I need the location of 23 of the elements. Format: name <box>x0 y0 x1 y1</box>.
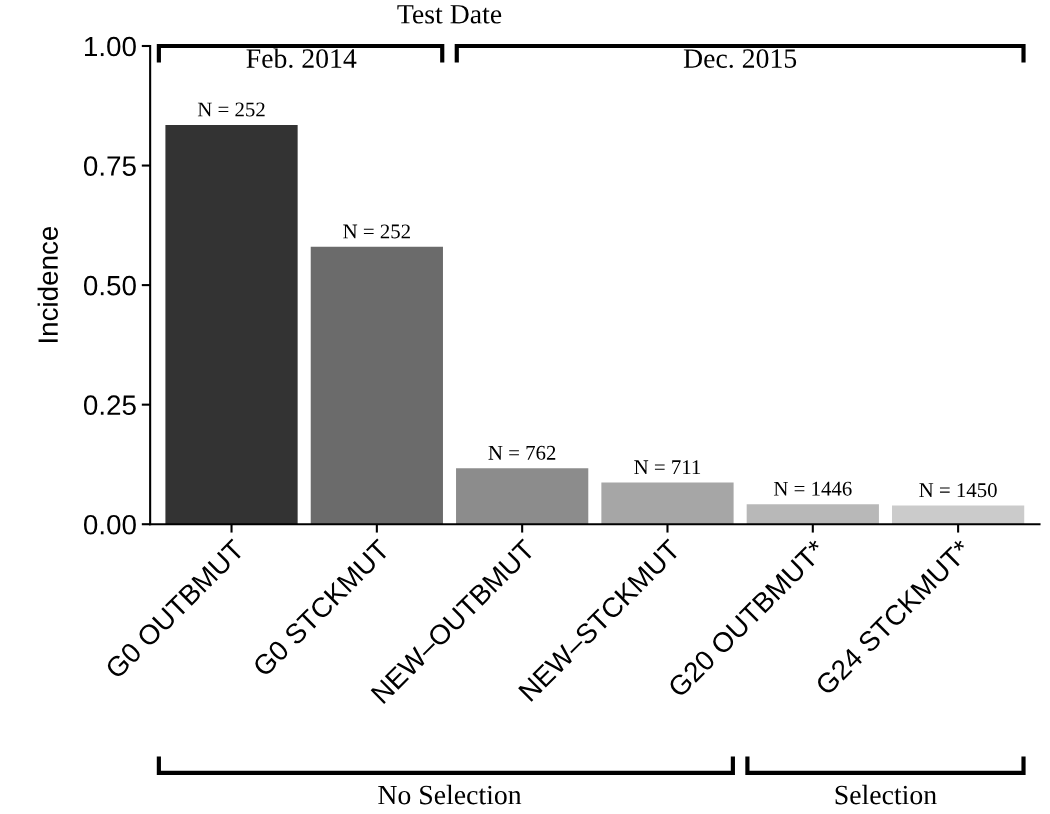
annotation: N = 1450 <box>919 483 997 498</box>
y-tick-label: 0.25 <box>83 395 136 415</box>
annotation: N = 252 <box>197 102 265 117</box>
y-tick-label: 0.00 <box>83 514 136 535</box>
bar <box>601 482 734 525</box>
y-tick-label: 1.00 <box>85 36 136 57</box>
text: No Selection <box>378 784 522 805</box>
annotation: N = 1446 <box>773 481 852 496</box>
bar <box>892 505 1025 525</box>
annotation: Feb. 2014 <box>246 48 357 69</box>
annotation: N = 711 <box>634 460 701 475</box>
bar <box>746 504 879 525</box>
y-axis-title: Incidence <box>37 226 58 342</box>
annotation: N = 252 <box>343 224 410 239</box>
text: Test Date <box>397 5 502 24</box>
y-tick-label: 0.50 <box>83 275 136 296</box>
annotation: N = 762 <box>488 445 556 460</box>
bar <box>165 124 298 525</box>
bar <box>310 246 443 525</box>
annotation: Dec. 2015 <box>683 49 797 69</box>
bar <box>456 468 589 525</box>
y-tick-label: 0.75 <box>83 156 136 176</box>
text: Selection <box>835 784 937 805</box>
